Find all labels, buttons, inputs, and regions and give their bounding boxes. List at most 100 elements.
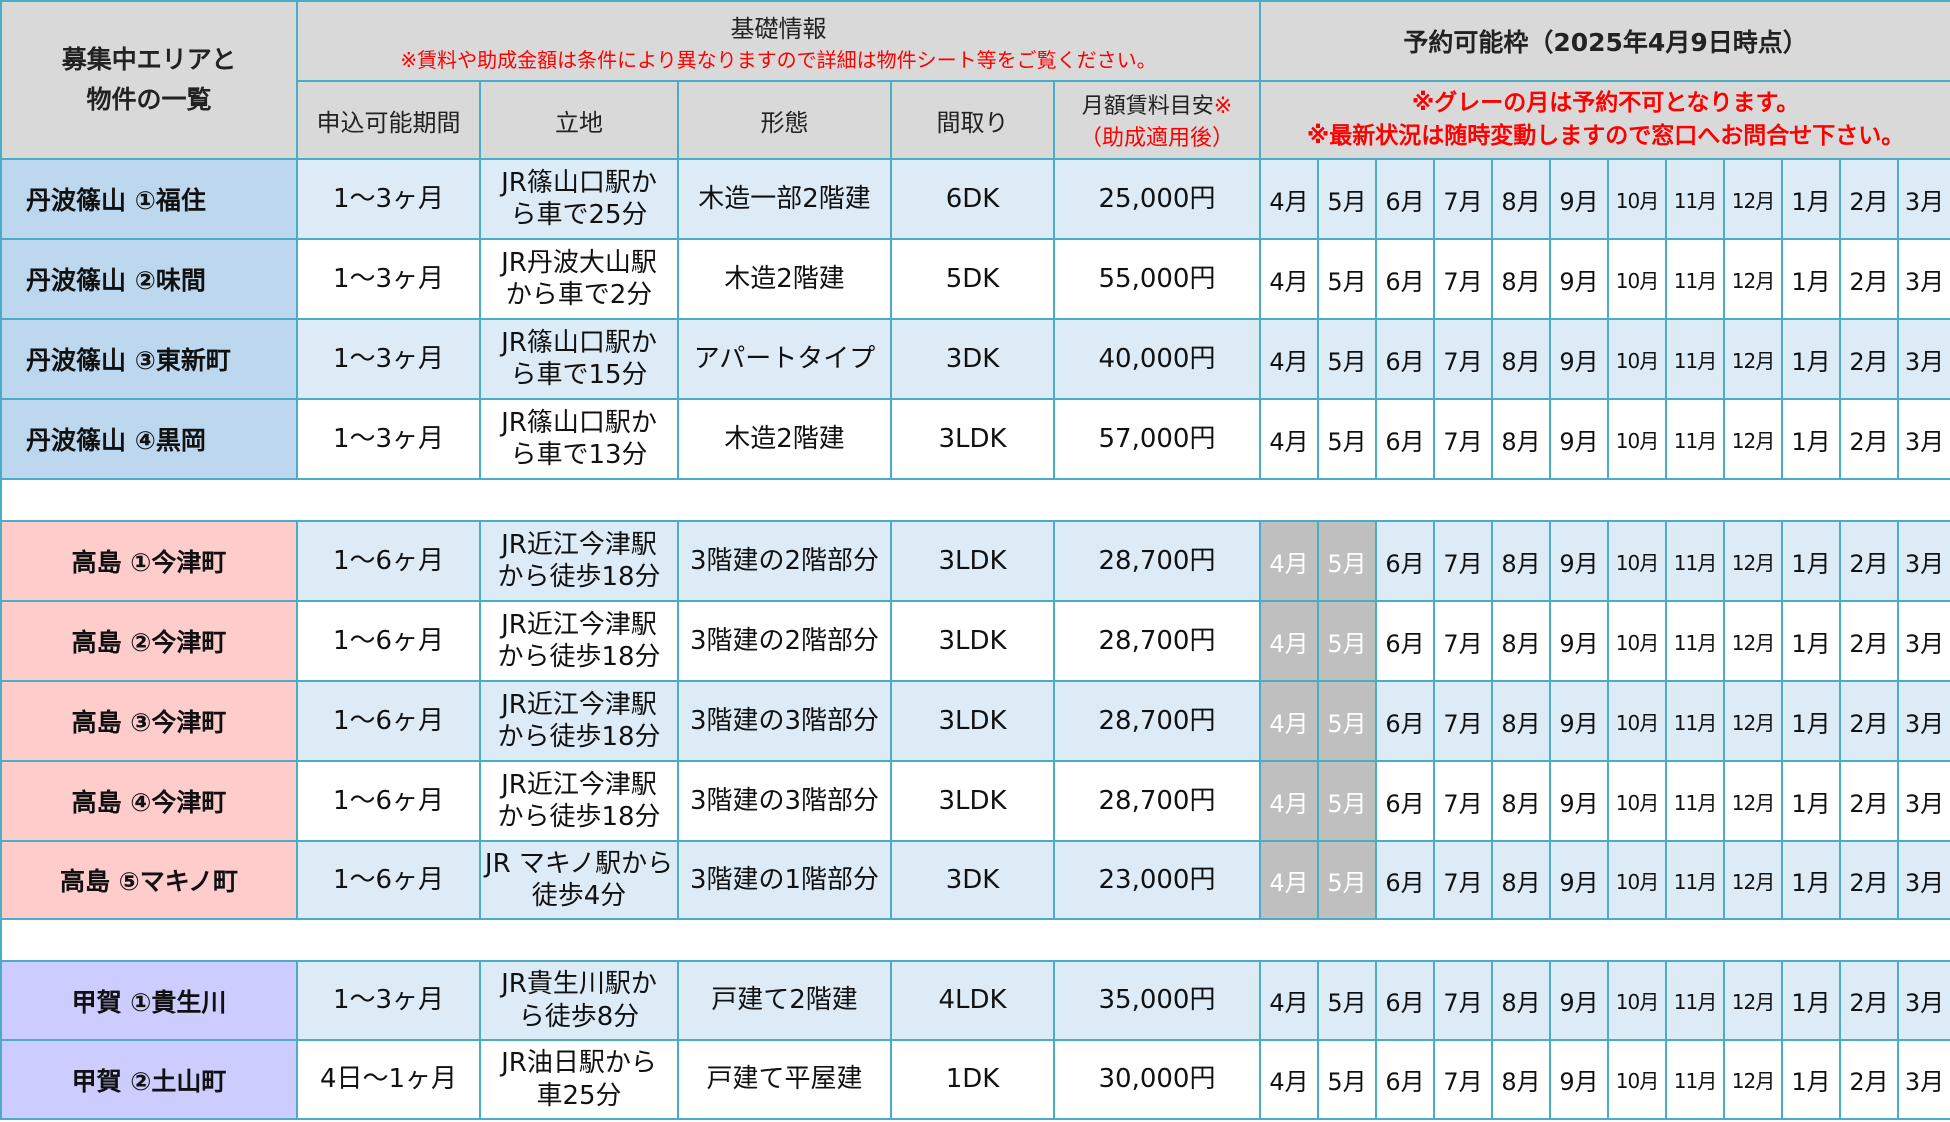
month-slot: 3月 — [1896, 760, 1950, 842]
month-slot: 12月 — [1723, 158, 1783, 240]
table-row: 丹波篠山 ①福住 1～3ヶ月 JR篠山口駅か ら車で25分 木造一部2階建 6DK 25,0… — [0, 158, 1950, 240]
month-slot: 3月 — [1896, 680, 1950, 762]
reservation-title: 予約可能枠（2025年4月9日時点） — [1403, 28, 1808, 57]
rent-cell: 28,700円 — [1053, 520, 1261, 602]
col-rent-header: 月額賃料目安※ （助成適用後） — [1053, 80, 1261, 160]
month-slot: 1月 — [1781, 600, 1841, 682]
table-row: 丹波篠山 ④黒岡 1～3ヶ月 JR篠山口駅か ら車で13分 木造2階建 3LDK 57,00… — [0, 398, 1950, 480]
col-type-header: 形態 — [677, 80, 892, 160]
month-slot: 7月 — [1433, 318, 1493, 400]
type-cell: アパートタイプ — [677, 318, 892, 400]
location-line1: JR篠山口駅か — [501, 407, 657, 438]
layout-cell: 4LDK — [890, 960, 1055, 1041]
col-rent-mark: ※ — [1213, 94, 1233, 119]
month-slot: 7月 — [1433, 158, 1493, 240]
month-slot: 1月 — [1781, 238, 1841, 320]
col-layout-header: 間取り — [890, 80, 1055, 160]
month-slot: 8月 — [1491, 520, 1551, 602]
month-slot: 6月 — [1375, 520, 1435, 602]
area-name-cell: 高島 ①今津町 — [0, 520, 298, 602]
month-slot: 3月 — [1896, 520, 1950, 602]
period-cell: 1～3ヶ月 — [296, 398, 481, 480]
period-cell: 1～6ヶ月 — [296, 840, 481, 920]
rent-cell: 35,000円 — [1053, 960, 1261, 1041]
month-slot: 12月 — [1723, 398, 1783, 480]
location-line1: JR丹波大山駅 — [501, 247, 657, 278]
month-slot: 12月 — [1723, 238, 1783, 320]
month-slot-unavailable: 5月 — [1317, 520, 1377, 602]
rent-cell: 25,000円 — [1053, 158, 1261, 240]
month-slot: 5月 — [1317, 158, 1377, 240]
reservation-notes: ※グレーの月は予約不可となります。 ※最新状況は随時変動しますので窓口へお問合せ… — [1258, 80, 1950, 160]
area-name-cell: 丹波篠山 ①福住 — [0, 158, 298, 240]
month-slot: 2月 — [1839, 600, 1899, 682]
month-slot: 4月 — [1259, 1039, 1319, 1120]
month-slot: 9月 — [1549, 520, 1609, 602]
month-slot-unavailable: 4月 — [1259, 760, 1319, 842]
rent-cell: 23,000円 — [1053, 840, 1261, 920]
location-line2: 徒歩4分 — [531, 881, 627, 911]
month-slot: 2月 — [1839, 760, 1899, 842]
month-slot: 11月 — [1665, 398, 1725, 480]
location-line1: JR近江今津駅 — [501, 609, 657, 640]
month-slot: 9月 — [1549, 1039, 1609, 1120]
location-cell: JR マキノ駅から 徒歩4分 — [479, 840, 679, 920]
location-cell: JR篠山口駅か ら車で13分 — [479, 398, 679, 480]
month-slot: 9月 — [1549, 840, 1609, 920]
rent-cell: 30,000円 — [1053, 1039, 1261, 1120]
month-slot: 10月 — [1607, 600, 1667, 682]
month-slot: 5月 — [1317, 1039, 1377, 1120]
period-cell: 1～3ヶ月 — [296, 960, 481, 1041]
month-slot: 7月 — [1433, 520, 1493, 602]
location-cell: JR近江今津駅 から徒歩18分 — [479, 680, 679, 762]
month-slot: 7月 — [1433, 600, 1493, 682]
location-cell: JR貴生川駅か ら徒歩8分 — [479, 960, 679, 1041]
layout-cell: 3LDK — [890, 760, 1055, 842]
month-slot: 3月 — [1896, 238, 1950, 320]
month-slot: 10月 — [1607, 158, 1667, 240]
location-line1: JR篠山口駅か — [501, 327, 657, 358]
location-line2: 車25分 — [536, 1080, 622, 1111]
month-slot: 12月 — [1723, 960, 1783, 1041]
period-cell: 1～6ヶ月 — [296, 600, 481, 682]
month-slot: 3月 — [1896, 158, 1950, 240]
month-slot: 1月 — [1781, 680, 1841, 762]
month-slot: 11月 — [1665, 318, 1725, 400]
month-slot: 8月 — [1491, 680, 1551, 762]
month-slot: 6月 — [1375, 238, 1435, 320]
type-cell: 3階建の3階部分 — [677, 760, 892, 842]
layout-cell: 3DK — [890, 318, 1055, 400]
month-slot: 8月 — [1491, 600, 1551, 682]
group-spacer — [0, 918, 1950, 962]
table-row: 甲賀 ①貴生川 1～3ヶ月 JR貴生川駅か ら徒歩8分 戸建て2階建 4LDK 35,000… — [0, 960, 1950, 1041]
month-slot-unavailable: 4月 — [1259, 680, 1319, 762]
rent-cell: 40,000円 — [1053, 318, 1261, 400]
location-line2: ら車で13分 — [510, 440, 648, 470]
location-cell: JR近江今津駅 から徒歩18分 — [479, 520, 679, 602]
area-list-header: 募集中エリアと 物件の一覧 — [0, 0, 298, 160]
table-row: 高島 ②今津町 1～6ヶ月 JR近江今津駅 から徒歩18分 3階建の2階部分 3LDK 28… — [0, 600, 1950, 682]
table-row: 甲賀 ②土山町 4日～1ヶ月 JR油日駅から 車25分 戸建て平屋建 1DK 30,000円… — [0, 1039, 1950, 1120]
type-cell: 戸建て平屋建 — [677, 1039, 892, 1120]
month-slot: 10月 — [1607, 238, 1667, 320]
month-slot: 1月 — [1781, 398, 1841, 480]
month-slot-unavailable: 4月 — [1259, 840, 1319, 920]
month-slot: 8月 — [1491, 760, 1551, 842]
month-slot: 3月 — [1896, 960, 1950, 1041]
month-slot: 11月 — [1665, 238, 1725, 320]
month-slot: 6月 — [1375, 398, 1435, 480]
month-slot: 3月 — [1896, 840, 1950, 920]
type-cell: 木造2階建 — [677, 238, 892, 320]
basic-info-header: 基礎情報 ※賃料や助成金額は条件により異なりますので詳細は物件シート等をご覧くだ… — [296, 0, 1261, 82]
month-slot: 5月 — [1317, 238, 1377, 320]
rent-cell: 28,700円 — [1053, 600, 1261, 682]
month-slot: 12月 — [1723, 840, 1783, 920]
period-cell: 1～6ヶ月 — [296, 760, 481, 842]
area-name-cell: 高島 ④今津町 — [0, 760, 298, 842]
month-slot: 4月 — [1259, 398, 1319, 480]
month-slot: 1月 — [1781, 520, 1841, 602]
location-line2: ら車で25分 — [510, 200, 648, 230]
col-period-header: 申込可能期間 — [296, 80, 481, 160]
area-name-cell: 甲賀 ②土山町 — [0, 1039, 298, 1120]
location-cell: JR近江今津駅 から徒歩18分 — [479, 600, 679, 682]
